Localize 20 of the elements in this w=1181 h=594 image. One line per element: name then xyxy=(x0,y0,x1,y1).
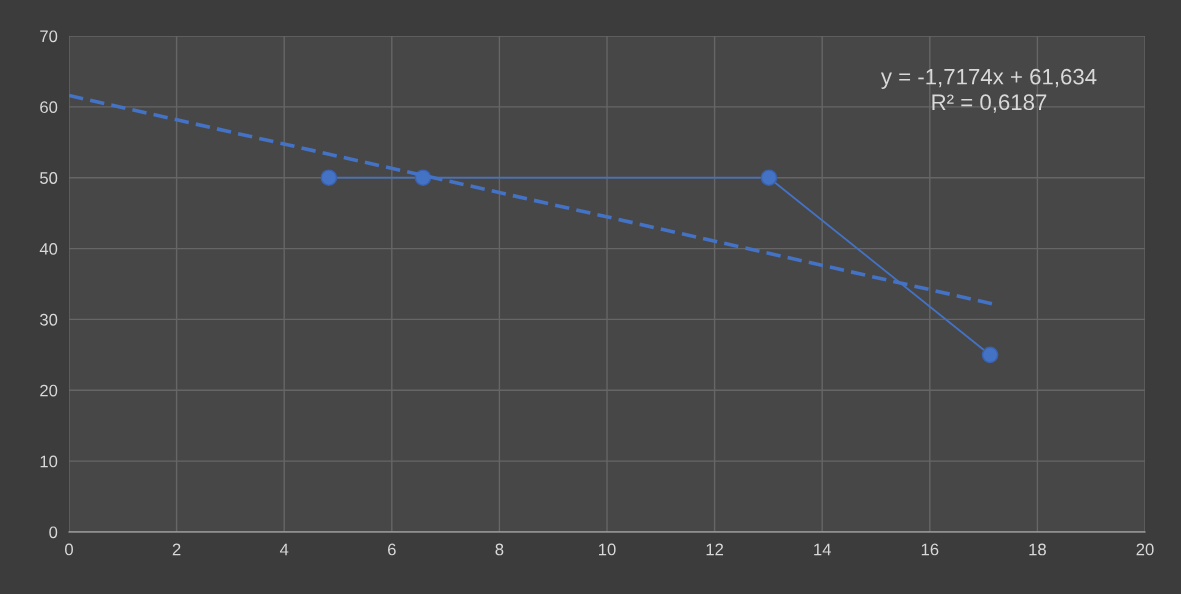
annotation: y = -1,7174x + 61,634 R² = 0,6187 xyxy=(880,68,1097,113)
x-tick-label: 16 xyxy=(921,543,939,556)
y-tick-label: 70 xyxy=(40,30,58,43)
y-tick-label: 30 xyxy=(39,313,58,326)
x-tick-label: 14 xyxy=(814,543,831,556)
y-tick-label: 20 xyxy=(40,384,58,397)
x-tick-label: 4 xyxy=(279,543,289,556)
y-tick-label: 40 xyxy=(39,242,58,255)
x-tick-label: 8 xyxy=(495,543,504,556)
x-tick-label: 6 xyxy=(388,543,396,556)
x-tick-label: 2 xyxy=(172,543,181,556)
y-tick-label: 50 xyxy=(40,172,58,184)
x-tick-label: 10 xyxy=(599,543,616,556)
x-tick-label: 20 xyxy=(1136,543,1154,556)
y-tick-label: 10 xyxy=(40,455,58,468)
x-tick-label: 12 xyxy=(706,543,724,556)
x-tick-label: 0 xyxy=(65,543,73,556)
x-tick-label: 18 xyxy=(1029,543,1046,556)
y-tick-label: 0 xyxy=(49,526,58,539)
y-tick-label: 60 xyxy=(40,101,58,114)
